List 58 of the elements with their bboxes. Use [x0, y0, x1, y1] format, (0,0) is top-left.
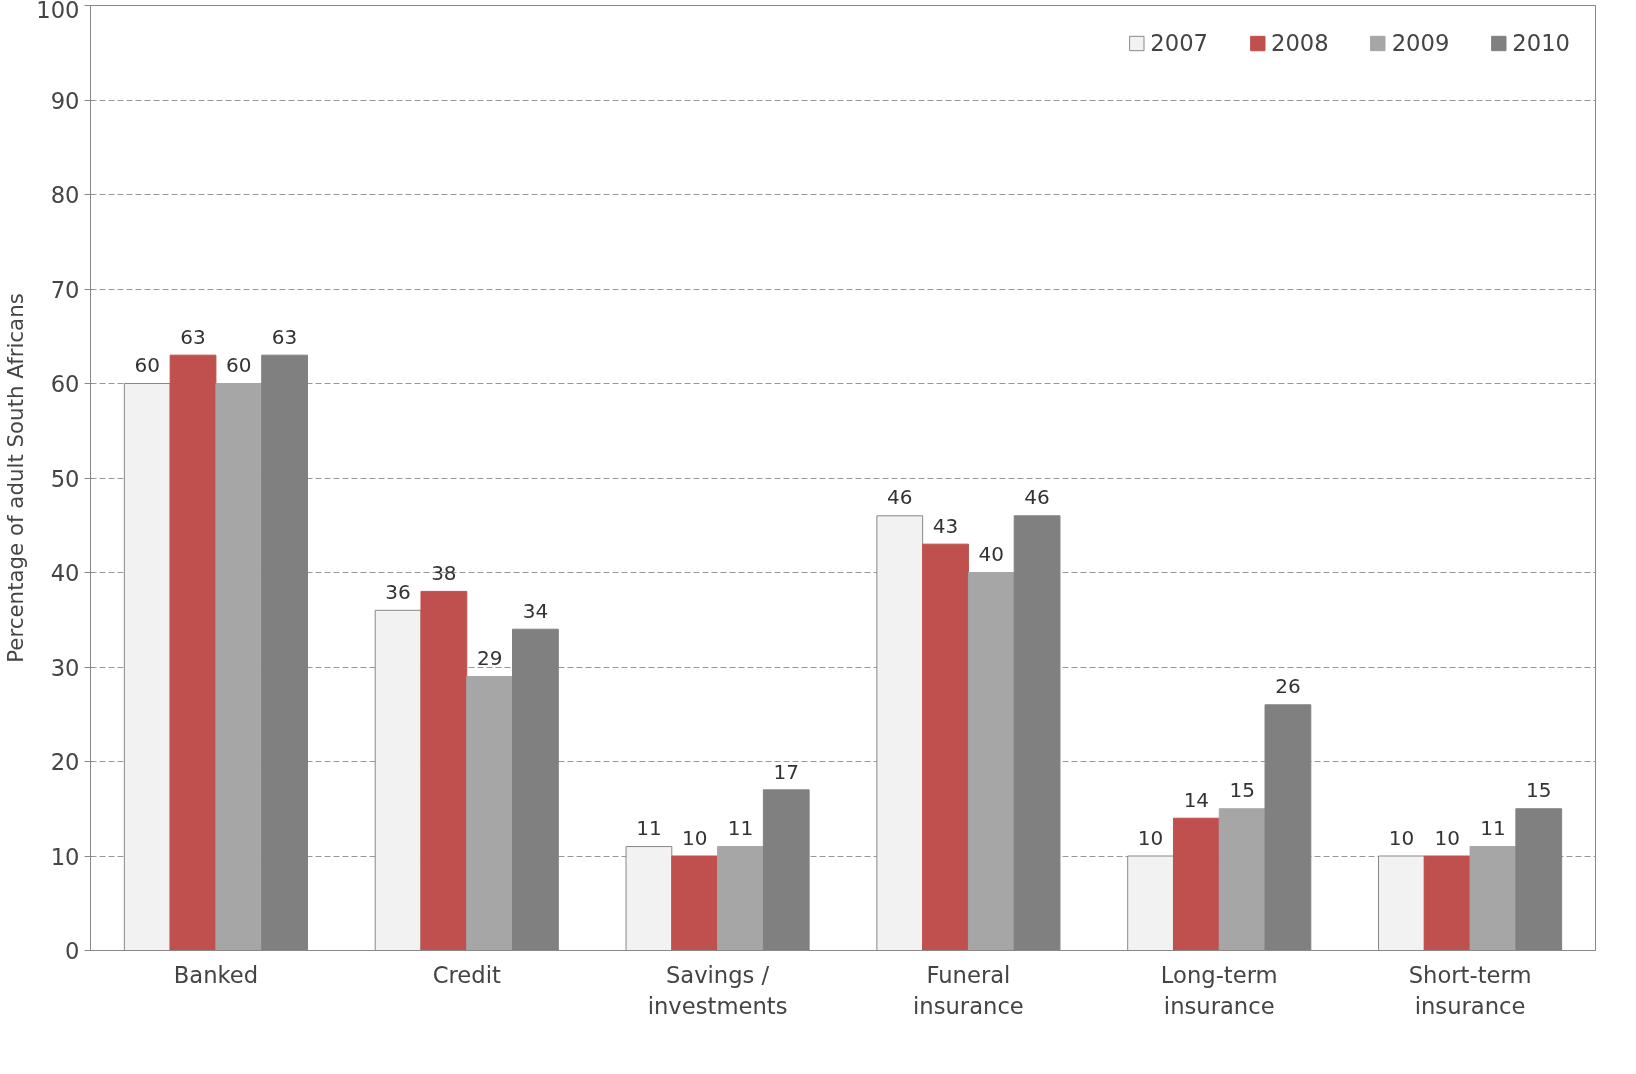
- data-label: 63: [271, 324, 298, 349]
- bar: [1172, 817, 1220, 951]
- x-tick-label: Funeral insurance: [913, 961, 1024, 1019]
- data-label: 60: [134, 353, 160, 378]
- data-label: 10: [1388, 825, 1415, 850]
- x-tick-label: Banked: [173, 961, 259, 988]
- data-label: 15: [1229, 778, 1255, 803]
- data-label: 14: [1183, 787, 1210, 812]
- y-tick-label: 80: [50, 182, 80, 208]
- y-tick-label: 40: [50, 560, 80, 586]
- data-label: 26: [1275, 674, 1301, 699]
- data-label: 63: [180, 324, 206, 349]
- data-label: 11: [636, 816, 662, 841]
- x-tick-label: Credit: [432, 961, 501, 988]
- x-tick-label: Long-term insurance: [1160, 961, 1278, 1019]
- data-label: 36: [385, 579, 411, 604]
- bar: [1423, 855, 1471, 951]
- data-label: 29: [476, 646, 503, 671]
- bar: [717, 846, 764, 951]
- data-label: 46: [887, 485, 913, 510]
- y-tick-label: 30: [50, 654, 80, 681]
- data-label: 43: [932, 513, 959, 538]
- bar: [671, 855, 719, 951]
- bar: [1218, 808, 1266, 951]
- legend-label: 2007: [1150, 30, 1208, 56]
- legend-label: 2010: [1512, 30, 1570, 56]
- y-tick-label: 100: [36, 0, 80, 23]
- data-label: 10: [1434, 825, 1460, 850]
- data-label: 11: [727, 816, 754, 841]
- bar: [967, 572, 1015, 951]
- data-label: 34: [522, 598, 549, 623]
- data-label: 11: [1480, 816, 1506, 841]
- data-label: 10: [681, 825, 708, 850]
- legend-label: 2009: [1391, 30, 1450, 56]
- data-label: 17: [773, 759, 799, 784]
- bar: [169, 354, 217, 951]
- y-tick-label: 90: [50, 87, 80, 114]
- y-tick-label: 60: [50, 371, 80, 397]
- data-label: 60: [226, 353, 252, 378]
- x-tick-label: Savings / investments: [647, 961, 788, 1019]
- data-label: 38: [431, 561, 457, 586]
- data-label: 40: [978, 542, 1005, 567]
- y-axis-title: Percentage of adult South Africans: [3, 293, 29, 663]
- bar: [466, 675, 514, 951]
- bar: [1469, 846, 1517, 951]
- y-tick-label: 10: [50, 843, 80, 870]
- bar: [922, 543, 969, 951]
- legend-label: 2008: [1270, 30, 1329, 56]
- y-tick-label: 50: [50, 465, 80, 492]
- data-label: 15: [1526, 778, 1552, 803]
- bar: [215, 383, 263, 951]
- y-tick-label: 70: [50, 276, 80, 303]
- y-tick-label: 0: [65, 938, 80, 964]
- data-label: 46: [1024, 485, 1050, 510]
- x-tick-label: Short-term insurance: [1408, 961, 1532, 1019]
- y-tick-label: 20: [50, 749, 80, 775]
- bar: [420, 590, 468, 951]
- data-label: 10: [1137, 825, 1164, 850]
